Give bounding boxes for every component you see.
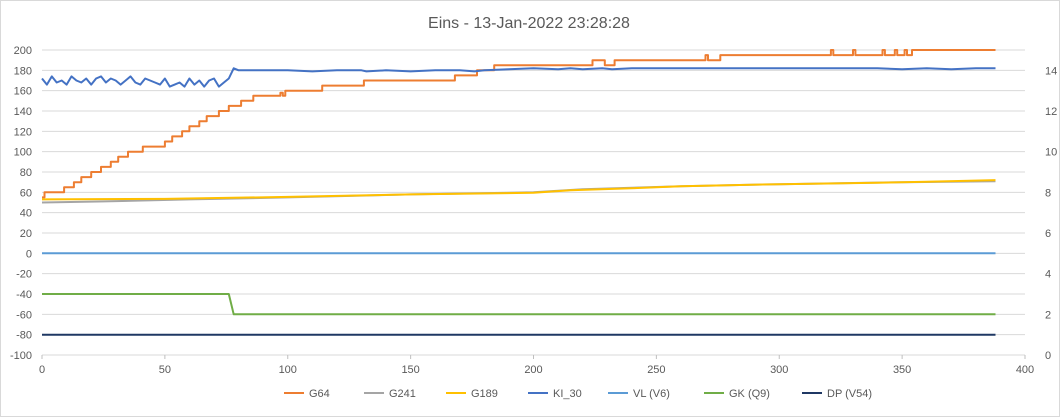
legend-label: G64 xyxy=(309,388,330,400)
y2-tick-label: 4 xyxy=(1045,269,1051,281)
legend-item: G241 xyxy=(364,388,416,400)
y-tick-label: 60 xyxy=(20,187,32,199)
legend-label: G241 xyxy=(389,388,416,400)
series-line-g189 xyxy=(41,179,996,201)
legend-label: DP (V54) xyxy=(827,388,872,400)
legend: G64 G241 G189 KI_30 VL (V6) GK (Q9) DP (V54) xyxy=(284,388,872,400)
y-tick-label: 80 xyxy=(20,167,32,179)
series-line-gk-q9 xyxy=(42,293,996,316)
y-tick-label: 200 xyxy=(14,45,32,57)
y2-tick-label: 2 xyxy=(1045,309,1051,321)
y-tick-label: 0 xyxy=(26,248,32,260)
legend-label: KI_30 xyxy=(553,388,582,400)
y-tick-label: -60 xyxy=(16,309,32,321)
legend-label: GK (Q9) xyxy=(729,388,770,400)
y-tick-label: 20 xyxy=(20,228,32,240)
legend-item: KI_30 xyxy=(528,388,582,400)
legend-label: VL (V6) xyxy=(633,388,670,400)
y-tick-label: -100 xyxy=(10,350,32,362)
y-tick-label: 180 xyxy=(14,65,32,77)
y-tick-label: -40 xyxy=(16,289,32,301)
x-tick-label: 400 xyxy=(1016,364,1034,376)
gridlines xyxy=(42,49,1025,356)
legend-item: G189 xyxy=(446,388,498,400)
legend-item: VL (V6) xyxy=(608,388,670,400)
chart-title: Eins - 13-Jan-2022 23:28:28 xyxy=(428,15,630,32)
x-tick-label: 350 xyxy=(893,364,911,376)
y-tick-label: 100 xyxy=(14,147,32,159)
axes: 200180160140120100806040200-20-40-60-80-… xyxy=(10,45,1057,376)
y-tick-label: -20 xyxy=(16,269,32,281)
y2-tick-label: 0 xyxy=(1045,350,1051,362)
y-tick-label: -80 xyxy=(16,330,32,342)
y2-tick-label: 8 xyxy=(1045,187,1051,199)
y2-tick-label: 6 xyxy=(1045,228,1051,240)
x-tick-label: 100 xyxy=(279,364,297,376)
y-tick-label: 140 xyxy=(14,106,32,118)
legend-item: DP (V54) xyxy=(802,388,872,400)
y2-tick-label: 14 xyxy=(1045,65,1057,77)
series-line-ki-30 xyxy=(41,67,996,88)
y2-tick-label: 12 xyxy=(1045,106,1057,118)
x-tick-label: 50 xyxy=(159,364,171,376)
x-tick-label: 250 xyxy=(647,364,665,376)
series-line-g64 xyxy=(42,49,996,199)
x-tick-label: 0 xyxy=(39,364,45,376)
x-tick-label: 200 xyxy=(524,364,542,376)
series-layer xyxy=(41,49,996,336)
y-tick-label: 160 xyxy=(14,86,32,98)
x-tick-label: 150 xyxy=(401,364,419,376)
y2-tick-label: 10 xyxy=(1045,147,1057,159)
legend-label: G189 xyxy=(471,388,498,400)
y-tick-label: 120 xyxy=(14,126,32,138)
legend-item: GK (Q9) xyxy=(704,388,770,400)
legend-item: G64 xyxy=(284,388,330,400)
y-tick-label: 40 xyxy=(20,208,32,220)
x-tick-label: 300 xyxy=(770,364,788,376)
